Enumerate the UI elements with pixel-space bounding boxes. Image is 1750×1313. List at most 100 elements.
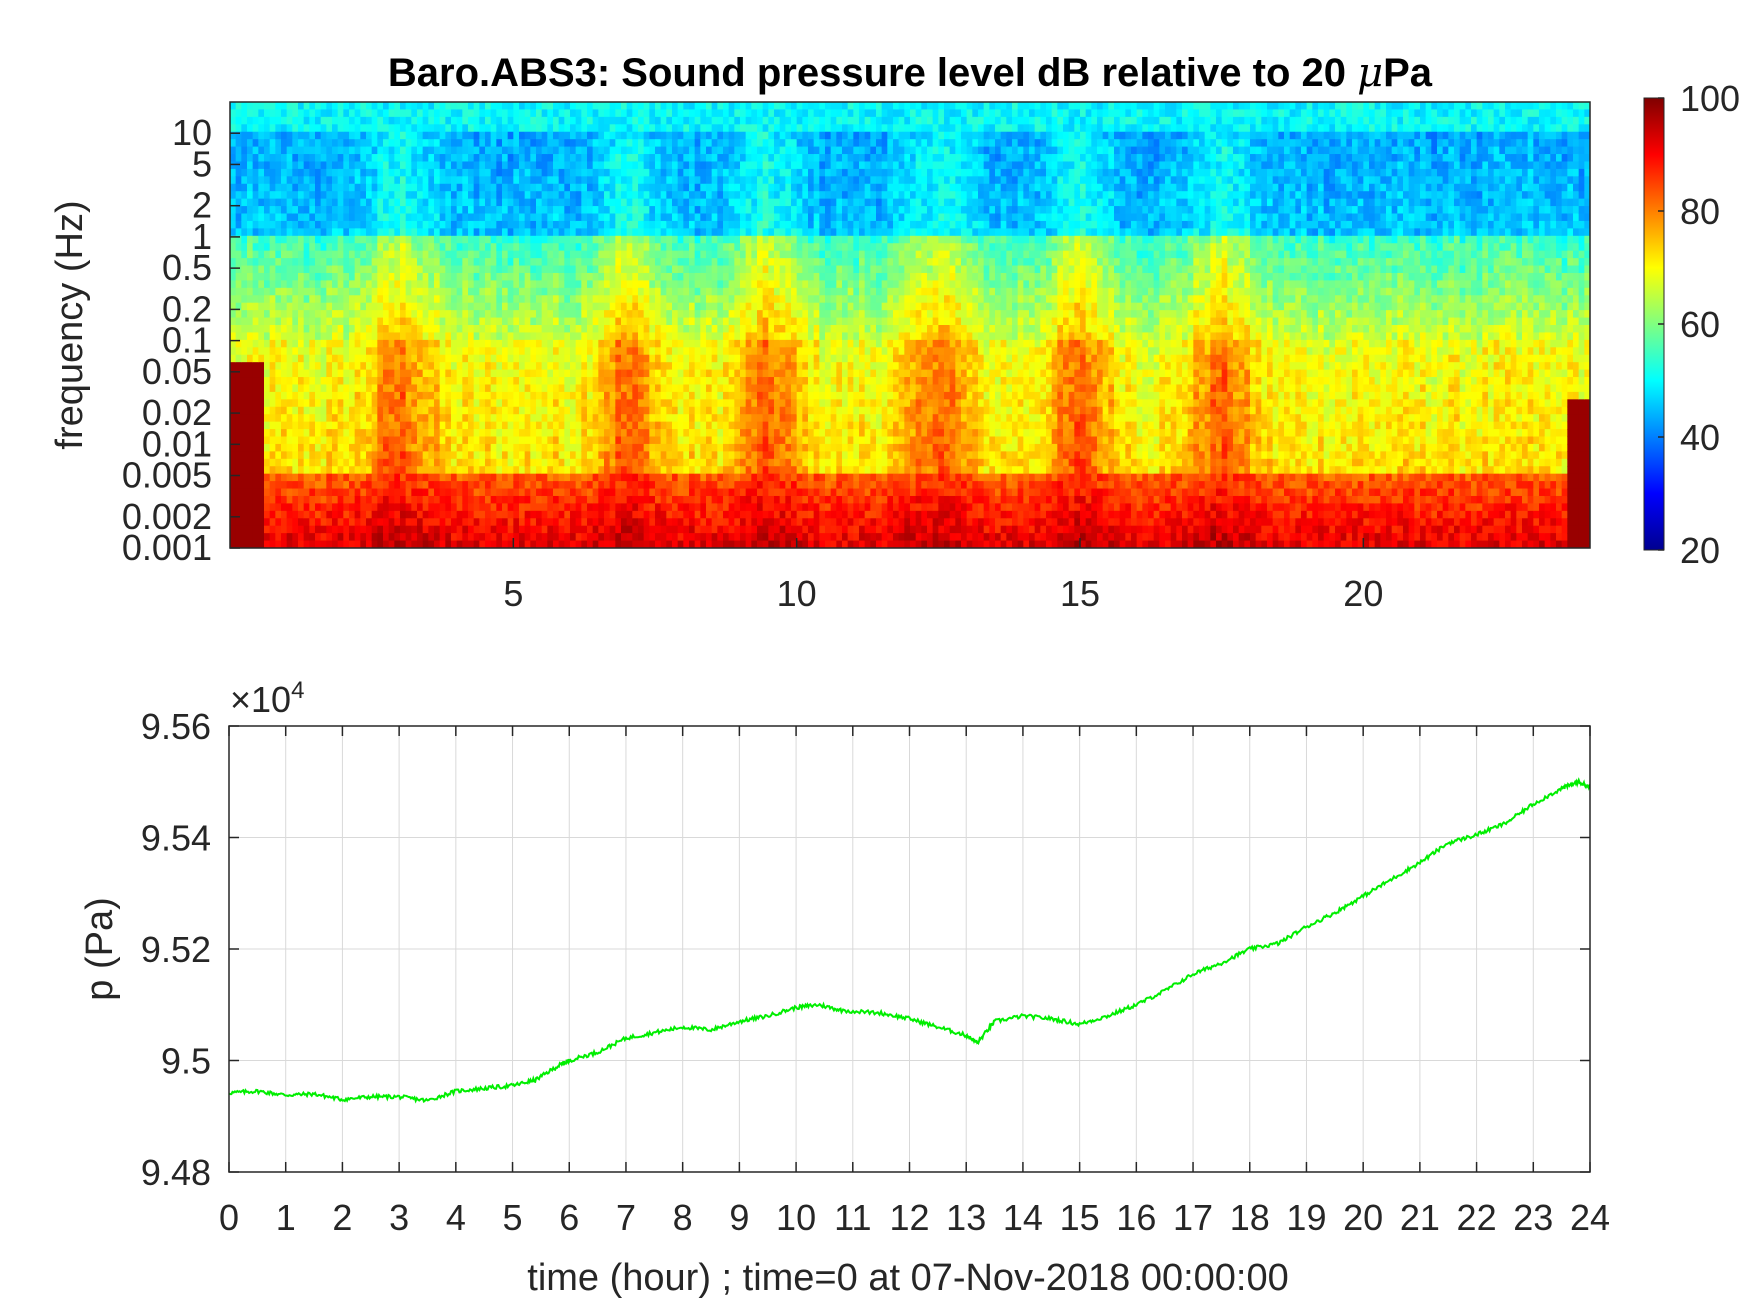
heatmap-cell [490, 124, 497, 133]
heatmap-cell [434, 206, 441, 215]
heatmap-cell [490, 310, 497, 319]
heatmap-cell [558, 272, 565, 281]
heatmap-cell [383, 220, 390, 229]
heatmap-cell [241, 302, 248, 311]
heatmap-cell [683, 116, 690, 125]
heatmap-cell [315, 495, 322, 504]
heatmap-cell [592, 362, 599, 371]
heatmap-cell [354, 503, 361, 512]
heatmap-cell [309, 503, 316, 512]
heatmap-cell [575, 362, 582, 371]
heatmap-cell [383, 206, 390, 215]
heatmap-cell [451, 139, 458, 148]
heatmap-cell [264, 429, 271, 438]
heatmap-cell [366, 533, 373, 542]
heatmap-cell [247, 168, 254, 177]
heatmap-cell [241, 525, 248, 534]
heatmap-cell [252, 369, 259, 378]
heatmap-cell [252, 220, 259, 229]
heatmap-cell [479, 369, 486, 378]
heatmap-cell [360, 183, 367, 192]
heatmap-cell [677, 213, 684, 222]
heatmap-cell [615, 317, 622, 326]
heatmap-cell [320, 325, 327, 334]
heatmap-cell [462, 362, 469, 371]
heatmap-cell [258, 503, 265, 512]
heatmap-cell [428, 540, 435, 548]
heatmap-cell [649, 116, 656, 125]
heatmap-cell [354, 369, 361, 378]
heatmap-cell [326, 414, 333, 423]
heatmap-cell [530, 280, 537, 289]
heatmap-cell [400, 473, 407, 482]
heatmap-cell [366, 339, 373, 348]
heatmap-cell [326, 265, 333, 274]
heatmap-cell [666, 310, 673, 319]
heatmap-cell [383, 399, 390, 408]
heatmap-cell [360, 154, 367, 163]
heatmap-cell [660, 228, 667, 237]
heatmap-cell [309, 228, 316, 237]
heatmap-cell [524, 510, 531, 519]
heatmap-cell [666, 243, 673, 252]
heatmap-cell [411, 116, 418, 125]
heatmap-cell [315, 228, 322, 237]
heatmap-cell [587, 421, 594, 430]
heatmap-cell [343, 354, 350, 363]
heatmap-cell [502, 436, 509, 445]
heatmap-cell [621, 384, 628, 393]
heatmap-cell [309, 131, 316, 140]
heatmap-cell [660, 124, 667, 133]
heatmap-cell [241, 213, 248, 222]
heatmap-cell [485, 228, 492, 237]
heatmap-cell [638, 495, 645, 504]
heatmap-cell [286, 191, 293, 200]
heatmap-cell [451, 280, 458, 289]
heatmap-cell [592, 191, 599, 200]
heatmap-cell [439, 183, 446, 192]
heatmap-cell [360, 250, 367, 259]
heatmap-cell [405, 384, 412, 393]
heatmap-cell [694, 109, 701, 118]
heatmap-cell [553, 235, 560, 244]
heatmap-cell [383, 525, 390, 534]
heatmap-cell [643, 124, 650, 133]
heatmap-cell [456, 265, 463, 274]
heatmap-cell [326, 399, 333, 408]
heatmap-cell [439, 473, 446, 482]
heatmap-cell [377, 124, 384, 133]
heatmap-cell [660, 488, 667, 497]
heatmap-cell [241, 421, 248, 430]
heatmap-cell [417, 131, 424, 140]
heatmap-cell [354, 235, 361, 244]
heatmap-cell [558, 481, 565, 490]
heatmap-cell [473, 139, 480, 148]
heatmap-cell [247, 146, 254, 155]
heatmap-cell [672, 131, 679, 140]
heatmap-cell [524, 250, 531, 259]
heatmap-cell [400, 481, 407, 490]
heatmap-cell [502, 406, 509, 415]
heatmap-cell [417, 183, 424, 192]
heatmap-cell [292, 272, 299, 281]
heatmap-cell [235, 436, 242, 445]
heatmap-cell [649, 258, 656, 267]
heatmap-cell [638, 458, 645, 467]
heatmap-cell [683, 325, 690, 334]
heatmap-cell [366, 354, 373, 363]
heatmap-cell [326, 495, 333, 504]
heatmap-cell [230, 347, 237, 356]
heatmap-cell [241, 362, 248, 371]
heatmap-cell [309, 451, 316, 460]
heatmap-cell [281, 481, 288, 490]
heatmap-cell [575, 250, 582, 259]
heatmap-cell [598, 176, 605, 185]
heatmap-cell [456, 510, 463, 519]
heatmap-cell [468, 310, 475, 319]
heatmap-cell [405, 488, 412, 497]
heatmap-cell [666, 347, 673, 356]
heatmap-cell [575, 213, 582, 222]
heatmap-cell [553, 339, 560, 348]
heatmap-cell [479, 109, 486, 118]
heatmap-cell [666, 191, 673, 200]
